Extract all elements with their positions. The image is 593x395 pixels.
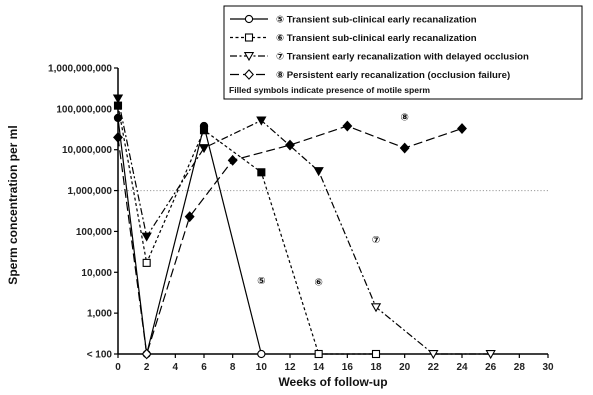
data-point-s8: [141, 348, 152, 360]
curve-tags: ⑤ ⑥ ⑦ ⑧: [257, 113, 409, 289]
x-tick-label: 2: [144, 362, 150, 373]
series-lines: [117, 98, 491, 355]
series-line-s7: [117, 98, 491, 355]
data-point-s7: [256, 116, 267, 126]
data-point-s8: [399, 142, 410, 154]
legend-label-s7: ⑦ Transient early recanalization with de…: [276, 52, 529, 63]
data-point-s7: [370, 303, 382, 313]
data-point-s6: [314, 349, 323, 359]
series-line-s6: [117, 105, 376, 355]
data-point-s6: [199, 126, 209, 135]
curve-tag-s6: ⑥: [314, 277, 322, 288]
series-markers: [112, 94, 496, 360]
legend-items: ⑤ Transient sub-clinical early recanaliz…: [230, 14, 529, 81]
y-tick-label: 10,000,000: [62, 145, 112, 156]
y-tick-label: 10,000: [81, 268, 112, 279]
legend-label-s5: ⑤ Transient sub-clinical early recanaliz…: [276, 15, 477, 26]
data-point-s7: [428, 350, 439, 360]
x-tick-label: 24: [456, 362, 468, 373]
x-axis-title: Weeks of follow-up: [278, 375, 387, 389]
data-point-s8: [113, 131, 123, 143]
data-point-s7: [198, 144, 210, 154]
series-line-s5: [117, 117, 262, 355]
x-ticks: 0 2 4 6 8 10 12 14 16 18 20 22 24 26 28 30: [115, 354, 554, 373]
data-point-s8: [227, 154, 238, 166]
data-point-s8: [457, 123, 467, 134]
legend-marker-s8: [244, 69, 254, 80]
x-tick-label: 14: [313, 362, 325, 373]
y-tick-label: 100,000,000: [56, 104, 112, 115]
y-tick-label: 1,000: [87, 309, 112, 320]
legend-marker-s5: [244, 14, 254, 24]
data-point-s6: [257, 168, 266, 177]
legend-note: Filled symbols indicate presence of moti…: [229, 85, 430, 95]
x-tick-label: 28: [514, 362, 526, 373]
x-tick-label: 8: [230, 362, 236, 373]
data-point-s8: [285, 139, 295, 151]
legend-marker-s6: [244, 33, 254, 42]
legend-marker-s7: [243, 52, 255, 62]
x-tick-label: 4: [173, 362, 179, 373]
data-point-s8: [342, 120, 353, 132]
x-tick-label: 6: [201, 362, 207, 373]
legend: ⑤ Transient sub-clinical early recanaliz…: [223, 5, 583, 100]
data-point-s8: [184, 211, 195, 223]
y-tick-label: 100,000: [76, 227, 113, 238]
data-point-s5: [257, 349, 266, 359]
data-point-s5: [113, 113, 123, 123]
legend-label-s6: ⑥ Transient sub-clinical early recanaliz…: [276, 33, 477, 44]
x-tick-label: 16: [342, 362, 354, 373]
curve-tag-s7: ⑦: [372, 235, 380, 246]
legend-label-s8: ⑧ Persistent early recanalization (occlu…: [276, 70, 510, 81]
x-tick-label: 20: [399, 362, 411, 373]
curve-tag-s8: ⑧: [400, 113, 408, 124]
x-tick-label: 12: [284, 362, 296, 373]
data-point-s6: [371, 349, 381, 359]
x-tick-label: 10: [256, 362, 268, 373]
y-tick-label: 1,000,000,000: [48, 64, 112, 75]
curve-tag-s5: ⑤: [257, 276, 265, 287]
x-tick-label: 0: [115, 362, 121, 373]
y-tick-label: 1,000,000: [68, 186, 113, 197]
x-tick-label: 30: [542, 362, 554, 373]
data-point-s7: [485, 350, 496, 360]
series-line-s8: [117, 125, 463, 355]
x-tick-label: 22: [428, 362, 440, 373]
data-point-s6: [142, 258, 151, 267]
data-point-s7: [112, 94, 124, 104]
y-axis-title: Sperm concentration per ml: [6, 125, 20, 284]
y-ticks: < 100 1,000 10,000 100,000 1,000,000 10,000,0…: [48, 64, 118, 361]
y-tick-label: < 100: [87, 350, 113, 361]
x-tick-label: 18: [370, 362, 382, 373]
data-point-s7: [313, 167, 324, 177]
legend-box: [223, 5, 583, 100]
x-tick-label: 26: [485, 362, 497, 373]
data-point-s7: [141, 232, 152, 242]
